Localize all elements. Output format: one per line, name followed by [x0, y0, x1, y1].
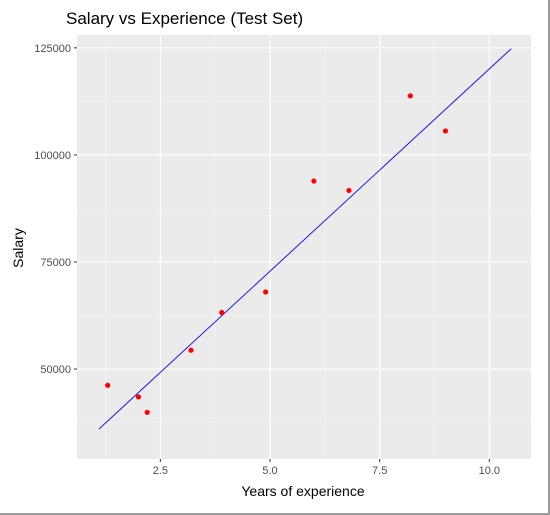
data-point — [311, 178, 317, 184]
axis-ticks — [74, 47, 490, 462]
regression-line — [98, 48, 512, 430]
data-point — [442, 128, 449, 134]
x-tick-label: 5.0 — [262, 465, 277, 477]
data-point — [135, 394, 142, 400]
data-point — [144, 409, 150, 415]
y-tick-label: 50000 — [40, 364, 71, 376]
data-point — [407, 93, 413, 99]
x-tick-label: 7.5 — [372, 465, 387, 477]
plot-panel — [77, 35, 531, 459]
minor-gridlines — [77, 35, 531, 459]
x-tick-label: 2.5 — [153, 465, 168, 477]
data-point — [219, 309, 225, 316]
data-point — [263, 289, 269, 295]
data-point — [105, 382, 111, 388]
data-point — [346, 187, 352, 194]
chart-title: Salary vs Experience (Test Set) — [66, 9, 303, 28]
x-tick-label: 10.0 — [479, 465, 500, 477]
y-tick-label: 125000 — [34, 43, 71, 55]
y-axis-tick-labels: 50000 75000 100000 125000 — [34, 43, 71, 376]
regression-line-layer — [98, 48, 512, 430]
x-axis-tick-labels: 2.5 5.0 7.5 10.0 — [153, 465, 500, 477]
x-axis-title: Years of experience — [241, 483, 364, 499]
y-axis-title: Salary — [10, 228, 26, 268]
data-points-layer — [105, 93, 449, 415]
data-point — [188, 347, 194, 353]
major-gridlines — [77, 35, 531, 459]
y-tick-label: 100000 — [34, 150, 71, 162]
y-tick-label: 75000 — [40, 257, 71, 269]
